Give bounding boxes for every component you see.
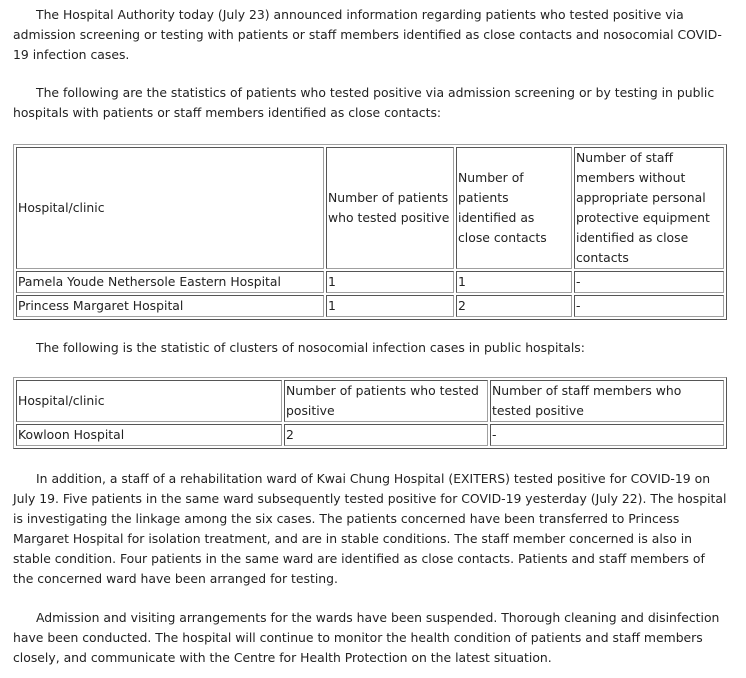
header-cell: Number of staff members without appropri… — [574, 147, 724, 269]
table-header-row: Hospital/clinic Number of patients who t… — [16, 380, 724, 422]
cell: 1 — [326, 295, 454, 317]
table2-intro: The following is the statistic of cluste… — [36, 340, 585, 355]
cell: - — [490, 424, 724, 446]
cell: Pamela Youde Nethersole Eastern Hospital — [16, 271, 324, 293]
header-cell: Number of patients who tested positive — [284, 380, 488, 422]
header-cell: Hospital/clinic — [16, 380, 282, 422]
close-contacts-table: Hospital/clinic Number of patients who t… — [13, 144, 727, 320]
header-cell: Number of patients who tested positive — [326, 147, 454, 269]
table-header-row: Hospital/clinic Number of patients who t… — [16, 147, 724, 269]
table-row: Princess Margaret Hospital 1 2 - — [16, 295, 724, 317]
intro-paragraph: The Hospital Authority today (July 23) a… — [13, 7, 722, 62]
header-cell: Hospital/clinic — [16, 147, 324, 269]
cell: 2 — [284, 424, 488, 446]
cell: Kowloon Hospital — [16, 424, 282, 446]
table-row: Kowloon Hospital 2 - — [16, 424, 724, 446]
table-row: Pamela Youde Nethersole Eastern Hospital… — [16, 271, 724, 293]
cell: - — [574, 295, 724, 317]
cell: 1 — [326, 271, 454, 293]
cell: Princess Margaret Hospital — [16, 295, 324, 317]
header-cell: Number of staff members who tested posit… — [490, 380, 724, 422]
header-cell: Number of patients identified as close c… — [456, 147, 572, 269]
kwai-chung-paragraph: In addition, a staff of a rehabilitation… — [13, 471, 727, 586]
cell: 2 — [456, 295, 572, 317]
table1-intro: The following are the statistics of pati… — [13, 85, 715, 120]
cell: - — [574, 271, 724, 293]
nosocomial-clusters-table: Hospital/clinic Number of patients who t… — [13, 377, 727, 449]
cell: 1 — [456, 271, 572, 293]
arrangements-paragraph: Admission and visiting arrangements for … — [13, 610, 720, 665]
